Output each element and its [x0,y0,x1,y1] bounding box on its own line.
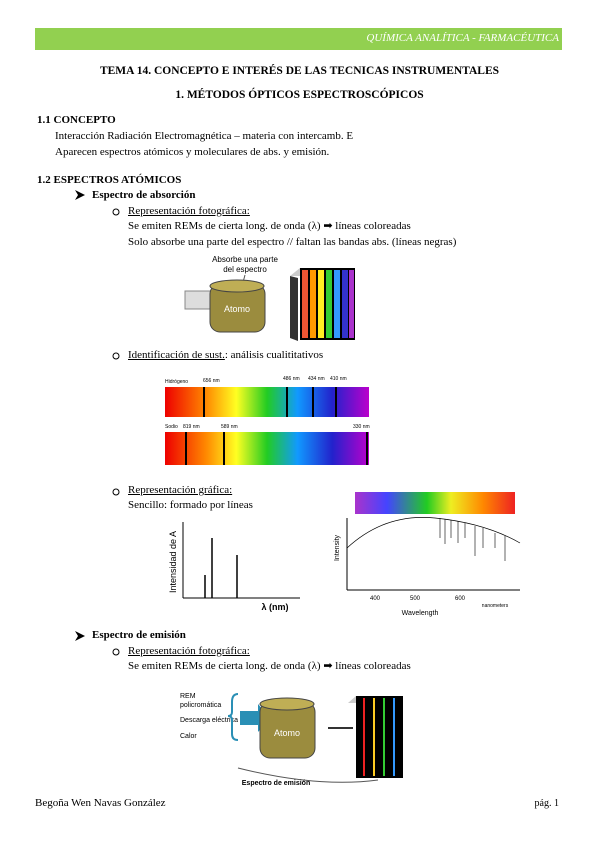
line-label: 486 nm [283,376,300,382]
element-name: Sodio [165,424,178,430]
text-line: Identificación de sust.: análisis cualit… [128,349,323,362]
x-label: Wavelength [402,610,439,617]
line-label: 656 nm [203,378,220,384]
circle-bullet [112,648,120,656]
source-label: REM [180,693,196,700]
line-label: 434 nm [308,376,325,382]
unit-label: nanometers [482,603,509,609]
text-line: Se emiten REMs de cierta long. de onda (… [128,660,411,672]
line-label: 410 nm [330,376,347,382]
section-heading: 1.2 ESPECTROS ATÓMICOS [37,174,182,186]
arrow-bullet [75,631,85,641]
atom-label: Atomo [274,728,300,738]
header-bar [35,28,562,50]
fig-caption: del espectro [223,265,267,274]
text-line: Se emiten REMs de cierta long. de onda (… [128,220,411,232]
spectrum-graph: Intensity 400 500 600 nanometers Wavelen… [334,492,521,617]
line-label: 330 nm [353,424,370,430]
text-line: Aparecen espectros atómicos y moleculare… [55,146,330,158]
x-label: λ (nm) [262,602,289,612]
doc-subtitle: 1. MÉTODOS ÓPTICOS ESPECTROSCÓPICOS [175,89,424,101]
doc-title: TEMA 14. CONCEPTO E INTERÉS DE LAS TECNI… [99,65,500,77]
footer-author: Begoña Wen Navas González [35,797,166,809]
header-title: QUÍMICA ANALÍTICA - FARMACÉUTICA [366,32,559,44]
item-label: Representación fotográfica: [128,205,250,217]
item-label: Representación fotográfica: [128,645,250,657]
element-name: Hidrógeno [165,379,188,385]
footer-page: pág. 1 [534,798,559,809]
y-label: Intensidad de A [168,531,178,593]
absorption-figure: Absorbe una parte del espectro Atomo [184,255,355,341]
circle-bullet [112,208,120,216]
tick-label: 600 [455,596,466,602]
tick-label: 500 [410,596,421,602]
section-heading: 1.1 CONCEPTO [37,114,116,126]
source-label: Descarga eléctrica [180,717,238,724]
y-label: Intensity [334,534,341,561]
tick-label: 400 [370,596,381,602]
atom-label: Atomo [224,304,250,314]
fig-caption: Espectro de emisión [242,780,310,787]
line-graph: Intensidad de A λ (nm) [168,522,300,612]
fig-caption: Absorbe una parte [212,255,278,264]
text-line: Sencillo: formado por líneas [128,499,253,511]
circle-bullet [112,352,120,360]
arrow-bullet [75,190,85,200]
line-label: 819 nm [183,424,200,430]
source-label: policromática [180,702,221,709]
subheading: Espectro de emisión [92,629,186,641]
line-label: 589 nm [221,424,238,430]
item-label: Identificación de sust. [128,349,225,361]
source-label: Calor [180,733,197,740]
item-text: : análisis cualititativos [224,349,324,361]
circle-bullet [112,488,120,496]
line-spectra: Hidrógeno 656 nm 486 nm 434 nm 410 nm So… [165,376,370,465]
subheading: Espectro de absorción [92,189,196,201]
text-line: Solo absorbe una parte del espectro // f… [128,236,457,248]
text-line: Interacción Radiación Electromagnética –… [55,130,354,142]
emission-figure: REM policromática Descarga eléctrica Cal… [180,693,403,787]
item-label: Representación gráfica: [128,484,233,496]
